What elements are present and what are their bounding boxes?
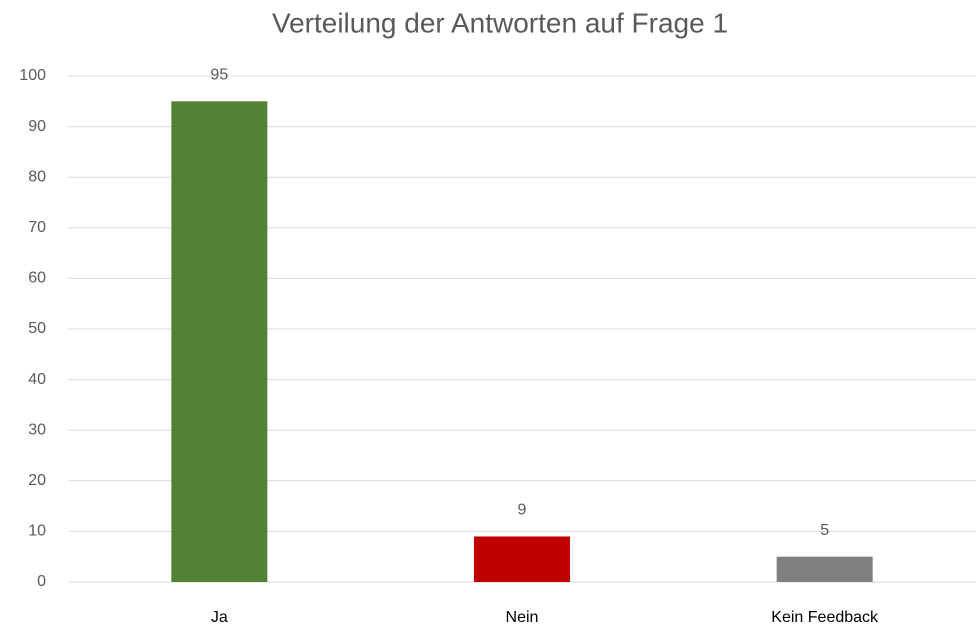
y-tick-label: 10	[28, 523, 46, 540]
y-tick-label: 60	[28, 270, 46, 287]
y-tick-label: 40	[28, 371, 46, 388]
x-tick-label: Kein Feedback	[771, 609, 879, 626]
data-label: 5	[820, 522, 829, 539]
chart-title: Verteilung der Antworten auf Frage 1	[272, 7, 728, 38]
bar	[171, 101, 268, 583]
y-tick-label: 20	[28, 472, 46, 489]
y-tick-label: 100	[19, 67, 46, 84]
x-tick-label: Ja	[211, 609, 228, 626]
data-label: 9	[518, 502, 527, 519]
y-tick-label: 70	[28, 219, 46, 236]
data-label: 95	[210, 67, 228, 84]
y-tick-label: 0	[37, 573, 46, 590]
y-tick-label: 80	[28, 168, 46, 185]
y-tick-label: 50	[28, 320, 46, 337]
x-tick-label: Nein	[506, 609, 539, 626]
bar	[474, 536, 570, 582]
bar	[776, 556, 873, 582]
y-tick-label: 30	[28, 421, 46, 438]
y-tick-label: 90	[28, 118, 46, 135]
